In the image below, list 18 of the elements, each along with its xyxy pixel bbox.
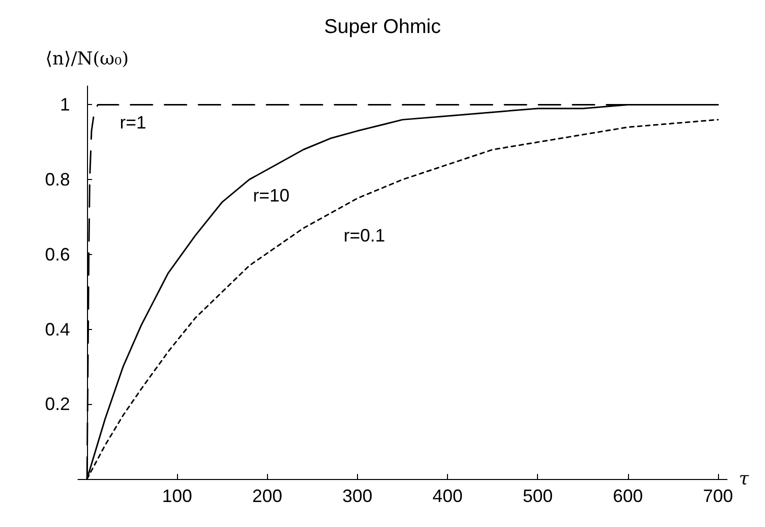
x-tick-label: 700: [702, 486, 734, 506]
x-tick-label: 400: [432, 486, 463, 506]
y-tick-label: 1: [60, 94, 70, 115]
x-axis-title: τ: [738, 468, 750, 490]
y-tick-label: 0.2: [44, 394, 70, 414]
y-axis-title: ⟨n⟩/N(ω₀): [45, 48, 129, 70]
x-tick-label: 100: [162, 486, 192, 506]
y-tick-label: 0.8: [44, 170, 70, 190]
series-label: r=0.1: [344, 225, 386, 246]
series-label: r=1: [120, 112, 146, 133]
y-tick-label: 0.4: [44, 319, 70, 340]
x-tick-label: 300: [342, 486, 372, 506]
series-label: r=10: [253, 186, 290, 206]
chart-title: Super Ohmic: [324, 16, 441, 38]
y-tick-label: 0.6: [44, 244, 70, 264]
x-tick-label: 200: [252, 486, 282, 506]
x-tick-label: 600: [612, 486, 643, 506]
x-tick-label: 500: [522, 486, 553, 506]
